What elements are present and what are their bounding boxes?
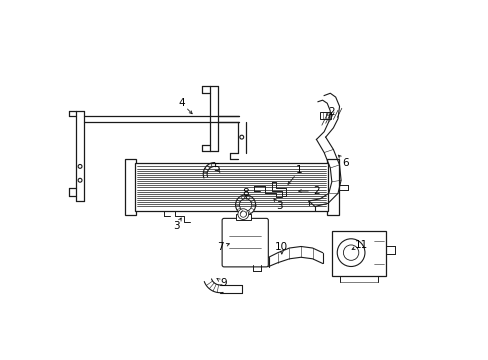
Text: 2: 2: [328, 108, 334, 117]
Text: 3: 3: [276, 202, 282, 211]
Text: 6: 6: [342, 158, 348, 167]
Text: 9: 9: [220, 278, 227, 288]
Bar: [124, 159, 136, 215]
Text: 1: 1: [296, 165, 302, 175]
Circle shape: [239, 135, 243, 139]
Text: 4: 4: [178, 98, 184, 108]
Bar: [320, 112, 330, 119]
FancyBboxPatch shape: [222, 219, 268, 267]
Circle shape: [337, 239, 364, 266]
Text: 5: 5: [213, 163, 219, 173]
Bar: [326, 159, 338, 215]
Bar: [331, 231, 385, 276]
Text: 11: 11: [354, 240, 367, 250]
Text: 8: 8: [242, 188, 248, 198]
Circle shape: [240, 211, 246, 217]
Text: 3: 3: [173, 221, 179, 231]
Bar: [235, 214, 250, 220]
Circle shape: [239, 199, 251, 211]
Circle shape: [78, 165, 82, 168]
Text: 2: 2: [312, 186, 319, 196]
Circle shape: [78, 178, 82, 182]
Text: 10: 10: [275, 242, 288, 252]
Circle shape: [235, 195, 255, 215]
Text: 7: 7: [217, 242, 223, 252]
Circle shape: [343, 245, 358, 260]
Circle shape: [238, 209, 248, 220]
Bar: [135, 163, 327, 211]
